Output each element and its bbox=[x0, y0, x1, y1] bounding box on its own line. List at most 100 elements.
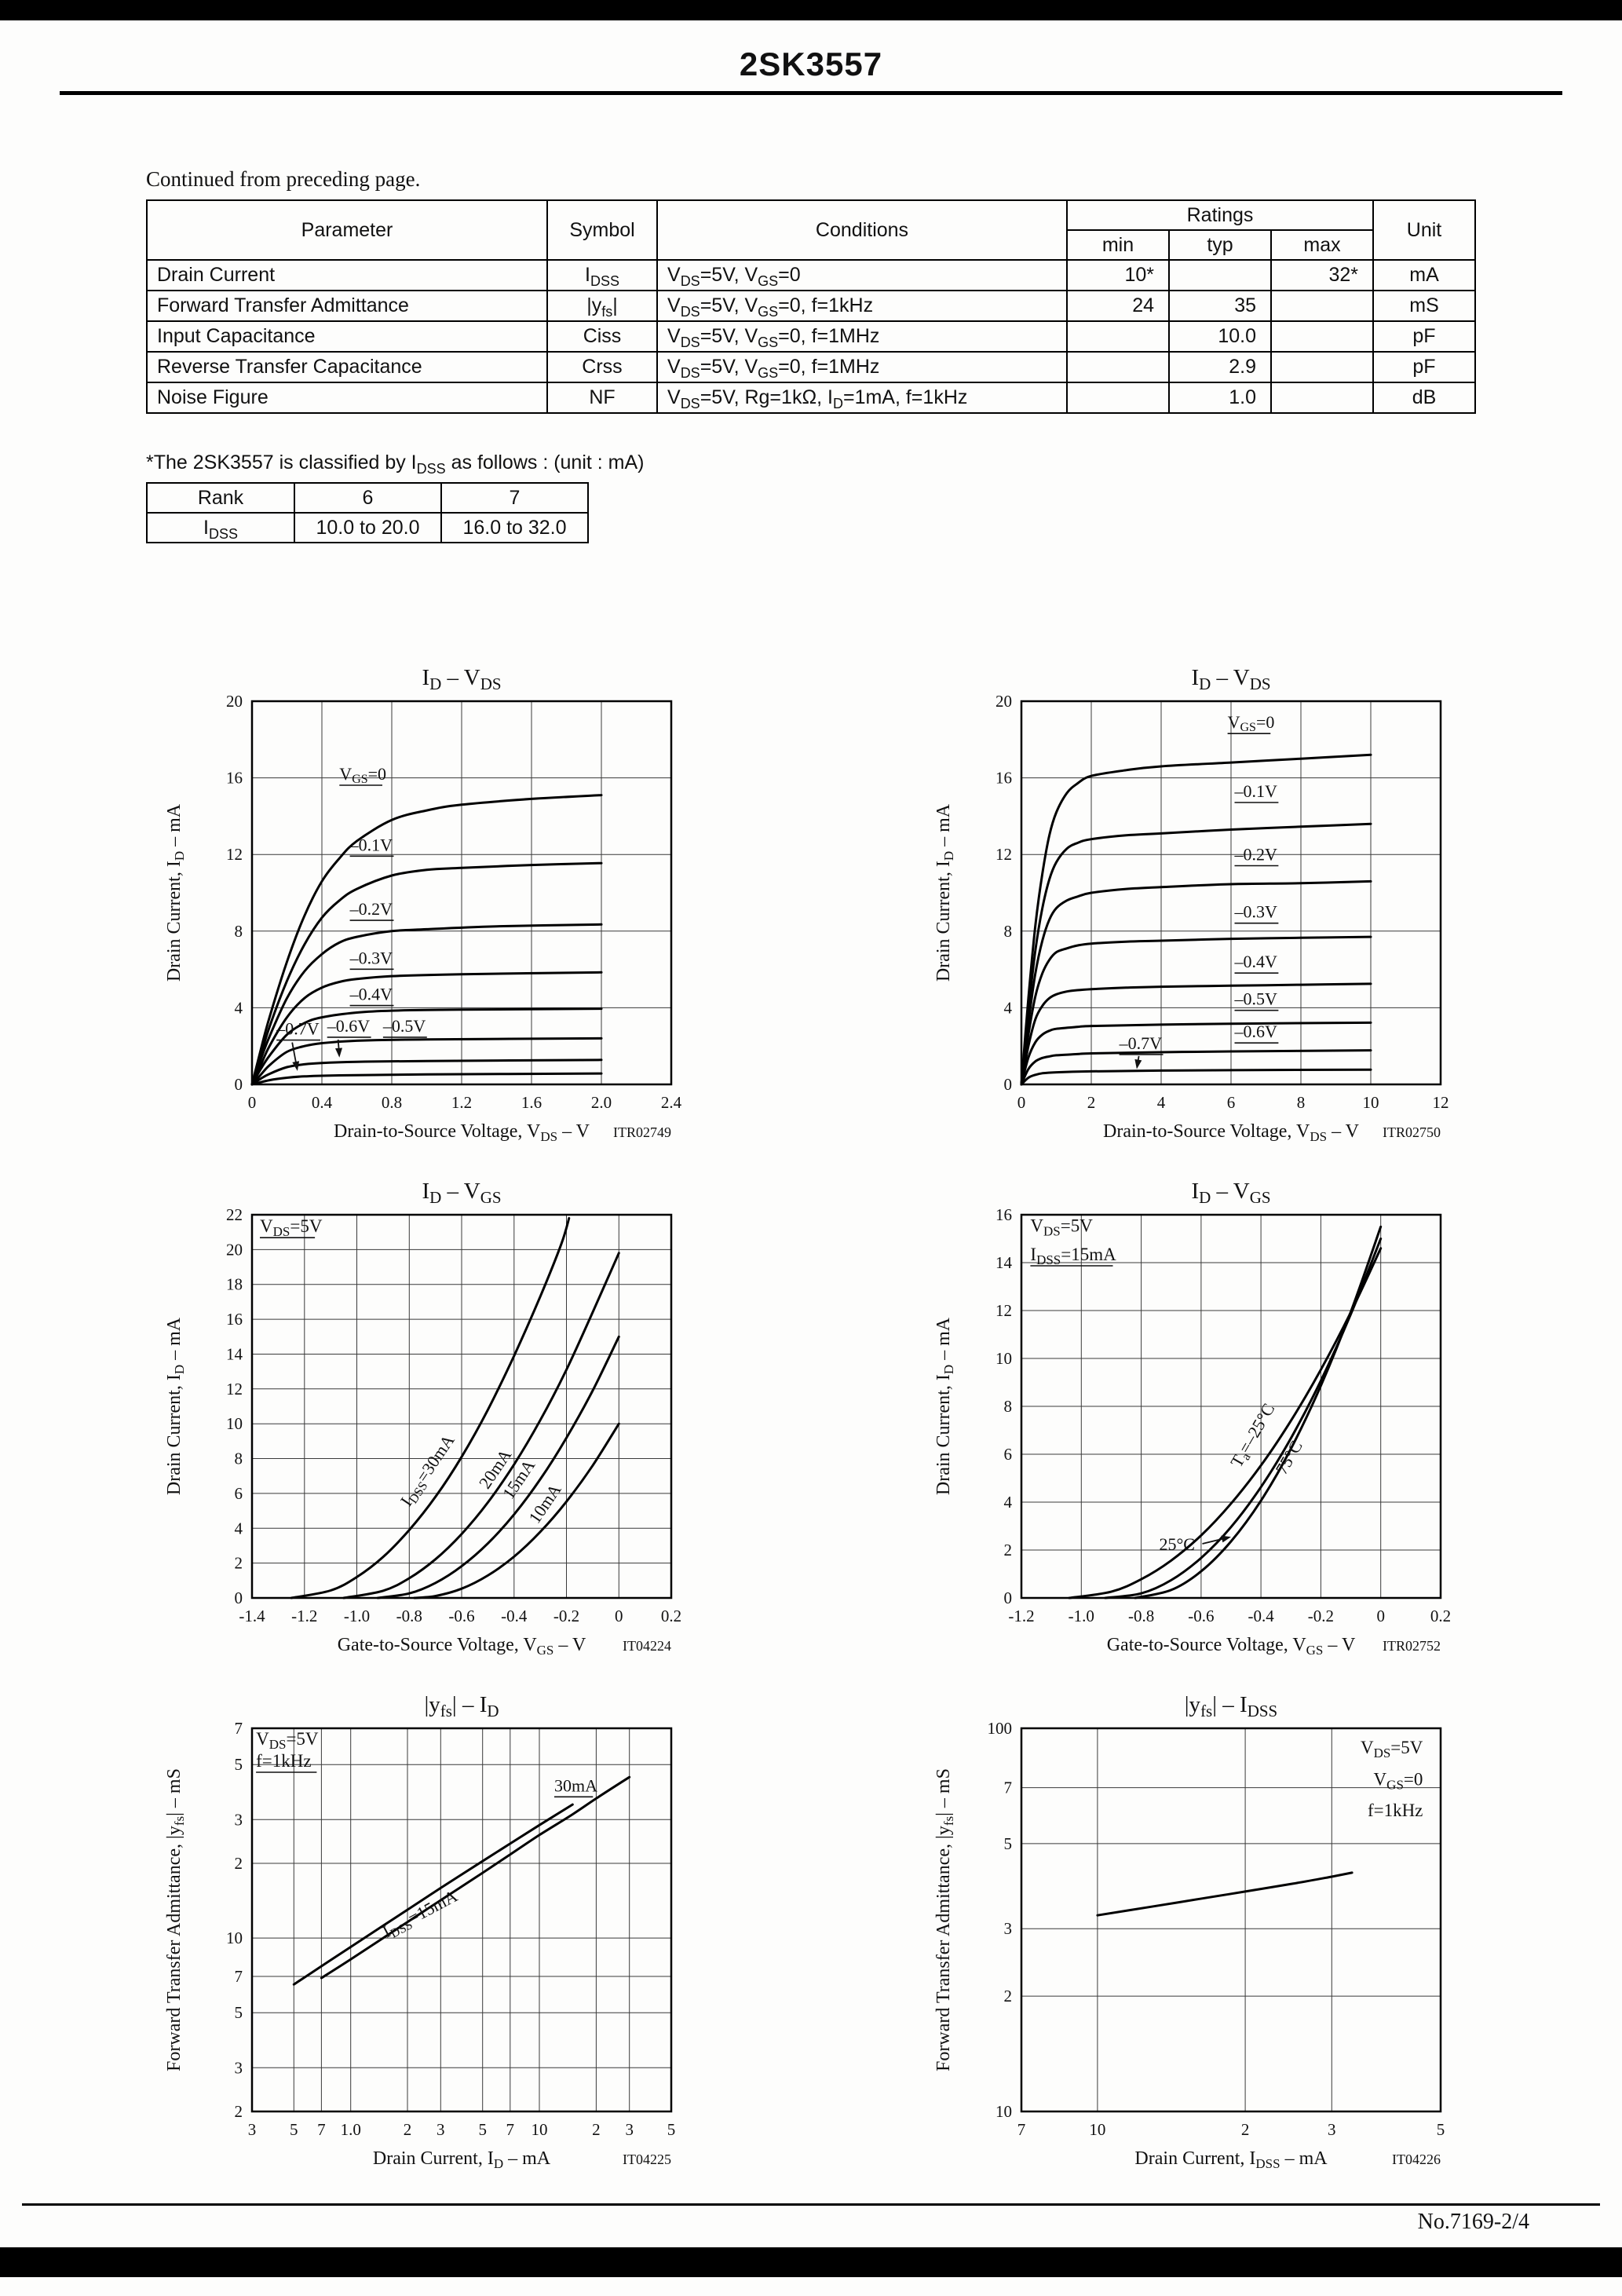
curve bbox=[250, 1072, 603, 1086]
y-axis-label: Drain Current, ID​ – mA bbox=[164, 1317, 187, 1495]
x-tick-label: 5 bbox=[1437, 2120, 1445, 2139]
footer-rule bbox=[22, 2203, 1600, 2206]
x-tick-label: 2.4 bbox=[661, 1093, 682, 1112]
chart-id-vgs-by-idss: -1.4 -1.2 -1.0 -0.8 -0.6 -0.4 -0.2 0 0.2 0 2 4 6 8 10 1… bbox=[164, 1179, 681, 1658]
cell-conditions: VDS=5V, VGS=0, f=1MHz bbox=[656, 351, 1068, 383]
cell-max bbox=[1270, 320, 1374, 353]
y-tick-label: 20 bbox=[226, 1240, 243, 1259]
idss-label: IDSS bbox=[146, 512, 295, 543]
x-axis-label: Drain-to-Source Voltage, VDS​ – V bbox=[1103, 1121, 1360, 1144]
y-tick-label: 10 bbox=[226, 1414, 243, 1433]
y-tick-label: 2 bbox=[1004, 1987, 1013, 2005]
curve bbox=[1020, 1068, 1372, 1086]
curve-label: –0.2V bbox=[1234, 845, 1278, 865]
y-tick-label: 14 bbox=[995, 1253, 1013, 1272]
x-tick-label: -0.6 bbox=[1188, 1607, 1214, 1625]
x-tick-label: -0.6 bbox=[448, 1607, 474, 1625]
figure-output-characteristics-1: 0 0.4 0.8 1.2 1.6 2.0 2.4 0 4 8 12 16 20 VGS​=0 –0.1V –… bbox=[159, 658, 693, 1168]
x-tick-label: 1.2 bbox=[451, 1093, 472, 1112]
col-header-ratings: Ratings bbox=[1066, 199, 1374, 231]
ratings-row: Reverse Transfer Capacitance Crss VDS=5V, … bbox=[146, 351, 1476, 383]
figure-yfs-vs-id: 3571.02357102352357102357VDS​=5Vf=1kHzID… bbox=[159, 1685, 693, 2195]
y-tick-label: 12 bbox=[995, 845, 1012, 864]
cell-max: 32* bbox=[1270, 259, 1374, 291]
y-tick-label: 20 bbox=[995, 692, 1012, 711]
x-axis-label: Drain-to-Source Voltage, VDS​ – V bbox=[334, 1121, 590, 1144]
curve-label: 30mA bbox=[554, 1775, 597, 1795]
curve-label: VDS​=5V bbox=[260, 1216, 323, 1239]
y-tick-label: 16 bbox=[995, 1205, 1012, 1224]
arrowhead bbox=[1134, 1058, 1142, 1069]
header-row-1: Parameter Symbol Conditions Ratings Unit bbox=[146, 199, 1476, 261]
cell-parameter: Forward Transfer Admittance bbox=[146, 290, 548, 322]
idss-row: IDSS 10.0 to 20.0 16.0 to 32.0 bbox=[146, 512, 589, 543]
chart-title: ID​ – VDS​ bbox=[1191, 665, 1270, 693]
curve-label: IDSS​=30mA bbox=[396, 1431, 460, 1511]
y-tick-label: 4 bbox=[1004, 998, 1013, 1017]
x-tick-label: -1.4 bbox=[239, 1607, 265, 1625]
curve-label: VGS​=0 bbox=[1374, 1770, 1423, 1793]
x-tick-label: 4 bbox=[1157, 1093, 1166, 1112]
curve-label: VDS​=5V bbox=[1361, 1738, 1423, 1760]
chart-id-vgs-by-temperature: -1.2 -1.0 -0.8 -0.6 -0.4 -0.2 0 0.2 0 2 4 6 8 10 12 14 1… bbox=[933, 1179, 1451, 1658]
x-tick-label: 0 bbox=[1017, 1093, 1026, 1112]
y-axis-label: Forward Transfer Admittance, |yfs​| – mS bbox=[164, 1768, 187, 2071]
y-tick-label: 12 bbox=[226, 845, 243, 864]
x-tick-label: -0.2 bbox=[553, 1607, 579, 1625]
curve-label: VGS​=0 bbox=[1228, 712, 1275, 734]
col-header-typ: typ bbox=[1168, 229, 1272, 261]
title-rule bbox=[60, 91, 1562, 95]
idss-classification-table: Rank 6 7 IDSS 10.0 to 20.0 16.0 to 32.0 bbox=[146, 482, 589, 543]
chart-id-vds-low-voltage: 0 0.4 0.8 1.2 1.6 2.0 2.4 0 4 8 12 16 20 VGS​=0 –0.1V –… bbox=[164, 665, 682, 1144]
y-tick-label: 7 bbox=[235, 1967, 243, 1986]
col-header-symbol: Symbol bbox=[546, 199, 658, 261]
charts-grid: 00.40.81.21.62.02.4048121620VGS​=0–0.1V–… bbox=[159, 658, 1463, 2195]
chart-title: |yfs​| – IDSS​ bbox=[1185, 1692, 1277, 1720]
y-tick-label: 2 bbox=[235, 2102, 243, 2121]
x-tick-label: 0.4 bbox=[312, 1093, 333, 1112]
ratings-row: Noise Figure NF VDS=5V, Rg=1kΩ, ID=1mA, f=… bbox=[146, 382, 1476, 414]
cell-parameter: Reverse Transfer Capacitance bbox=[146, 351, 548, 383]
chart-code: ITR02750 bbox=[1383, 1124, 1441, 1140]
cell-conditions: VDS=5V, VGS=0, f=1MHz bbox=[656, 320, 1068, 353]
curve-label: Ta​=–25°C bbox=[1226, 1400, 1280, 1472]
ratings-table-head: Parameter Symbol Conditions Ratings Unit… bbox=[146, 199, 1476, 261]
y-tick-label: 4 bbox=[1004, 1493, 1013, 1512]
y-tick-label: 16 bbox=[995, 769, 1012, 788]
col-header-parameter: Parameter bbox=[146, 199, 548, 261]
figure-output-characteristics-2: 0 2 4 6 8 10 12 0 4 8 12 16 20 VGS​=0 –0.1V –0.2V –0.3V –… bbox=[929, 658, 1463, 1168]
arrowhead bbox=[335, 1047, 342, 1058]
curve bbox=[342, 1252, 620, 1600]
x-tick-label: 5 bbox=[478, 2120, 487, 2139]
x-tick-label: 0.2 bbox=[661, 1607, 681, 1625]
idss-range-rank6: 10.0 to 20.0 bbox=[294, 512, 442, 543]
curve bbox=[250, 1058, 603, 1086]
chart-title: ID​ – VGS​ bbox=[422, 1179, 501, 1207]
curve bbox=[1096, 1871, 1353, 1917]
top-edge-bar bbox=[0, 0, 1622, 20]
x-tick-label: -0.2 bbox=[1308, 1607, 1334, 1625]
cell-typ: 10.0 bbox=[1168, 320, 1272, 353]
chart-code: ITR02752 bbox=[1383, 1638, 1441, 1654]
x-tick-label: -1.2 bbox=[1008, 1607, 1034, 1625]
ratings-row: Forward Transfer Admittance |yfs| VDS=5V, … bbox=[146, 290, 1476, 322]
cell-symbol: Crss bbox=[546, 351, 658, 383]
x-tick-label: 3 bbox=[625, 2120, 634, 2139]
curve-label: VDS​=5V bbox=[256, 1729, 319, 1752]
cell-parameter: Drain Current bbox=[146, 259, 548, 291]
figure-transfer-characteristics: -1.4 -1.2 -1.0 -0.8 -0.6 -0.4 -0.2 0 0.2 0 2 4 6 8 10 1… bbox=[159, 1172, 693, 1682]
y-tick-label: 8 bbox=[1004, 922, 1013, 941]
y-tick-label: 10 bbox=[995, 2102, 1012, 2121]
continued-note: Continued from preceding page. bbox=[146, 167, 421, 191]
figure-yfs-vs-idss: 7 10 2 3 5 10 2 3 5 7 100 VDS​=5V VGS​=0 f=1kHz |yfs​|… bbox=[929, 1685, 1463, 2195]
x-tick-label: -1.2 bbox=[291, 1607, 317, 1625]
rank-6: 6 bbox=[294, 482, 442, 514]
curve bbox=[413, 1422, 620, 1600]
x-tick-label: 2 bbox=[404, 2120, 412, 2139]
curve-label: –0.7V bbox=[1119, 1033, 1163, 1053]
y-tick-label: 16 bbox=[226, 769, 243, 788]
x-tick-label: 12 bbox=[1433, 1093, 1449, 1112]
curve-label: –0.6V bbox=[1234, 1022, 1278, 1041]
curve-label: –0.4V bbox=[349, 985, 393, 1004]
x-tick-label: 0 bbox=[248, 1093, 257, 1112]
